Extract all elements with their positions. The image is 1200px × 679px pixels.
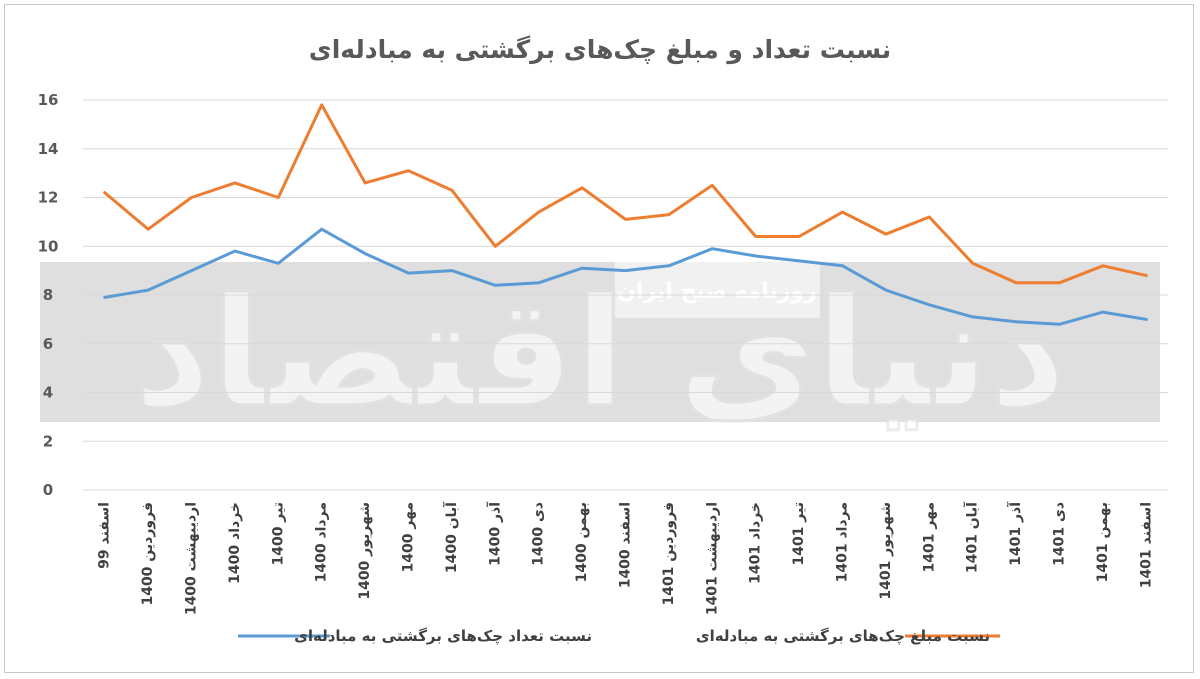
watermark-subtitle-box — [615, 262, 820, 318]
y-tick-label: 4 — [43, 384, 53, 402]
legend-label-count: نسبت تعداد چک‌های برگشتی به مبادله‌ای — [294, 627, 592, 646]
watermark: روزنامه صبح ایران دنیای اقتصاد — [40, 262, 1160, 443]
chart-title: نسبت تعداد و مبلغ چک‌های برگشتی به مبادل… — [309, 35, 891, 65]
x-tick-label: مهر 1400 — [401, 502, 417, 572]
x-tick-label: اسفند 99 — [97, 502, 113, 569]
watermark-subtitle: روزنامه صبح ایران — [617, 279, 817, 304]
gridlines — [83, 99, 1168, 491]
x-tick-label: خرداد 1401 — [748, 502, 764, 584]
x-tick-label: دی 1401 — [1052, 502, 1068, 566]
x-tick-label: خرداد 1400 — [227, 502, 243, 584]
x-tick-label: مرداد 1401 — [835, 502, 851, 582]
x-tick-label: تیر 1401 — [791, 502, 807, 566]
y-tick-label: 6 — [43, 335, 53, 353]
watermark-brand: دنیای اقتصاد — [134, 267, 1067, 441]
x-axis-ticks: اسفند 99 فروردین 1400 اردیبهشت 1400 خرداد 1… — [97, 501, 1155, 615]
watermark-band — [40, 262, 1160, 422]
x-tick-label: اسفند 1400 — [618, 502, 634, 588]
legend: نسبت مبلغ چک‌های برگشتی به مبادله‌ای نسب… — [238, 627, 1000, 646]
series-line-count — [103, 227, 1148, 326]
y-tick-label: 14 — [38, 140, 59, 158]
y-tick-label: 2 — [43, 432, 53, 450]
x-tick-label: آذر 1400 — [485, 501, 503, 566]
x-tick-label: شهریور 1400 — [357, 502, 373, 600]
x-tick-label: تیر 1400 — [270, 502, 286, 566]
x-tick-label: آذر 1401 — [1006, 501, 1024, 566]
y-tick-label: 16 — [38, 91, 59, 109]
x-tick-label: بهمن 1401 — [1095, 502, 1111, 582]
y-tick-label: 12 — [38, 189, 59, 207]
y-tick-label: 8 — [43, 286, 53, 304]
y-tick-label: 0 — [43, 481, 53, 499]
x-tick-label: اردیبهشت 1401 — [704, 502, 720, 615]
x-tick-label: فروردین 1401 — [661, 502, 677, 606]
series-lines — [103, 103, 1148, 326]
y-axis-ticks: 0 2 4 6 8 10 12 14 16 — [38, 91, 59, 499]
x-tick-label: اردیبهشت 1400 — [184, 502, 200, 615]
x-tick-label: آبان 1401 — [963, 501, 981, 573]
x-tick-label: آبان 1400 — [442, 501, 460, 573]
y-tick-label: 10 — [38, 237, 59, 255]
x-tick-label: مرداد 1400 — [314, 502, 330, 582]
x-tick-label: فروردین 1400 — [140, 502, 156, 606]
x-tick-label: اسفند 1401 — [1138, 502, 1154, 588]
legend-label-amount: نسبت مبلغ چک‌های برگشتی به مبادله‌ای — [696, 627, 990, 646]
x-tick-label: دی 1400 — [531, 502, 547, 566]
series-line-amount — [103, 103, 1148, 285]
x-tick-label: شهریور 1401 — [878, 502, 894, 600]
x-tick-label: بهمن 1400 — [574, 502, 590, 582]
x-tick-label: مهر 1401 — [921, 502, 937, 572]
